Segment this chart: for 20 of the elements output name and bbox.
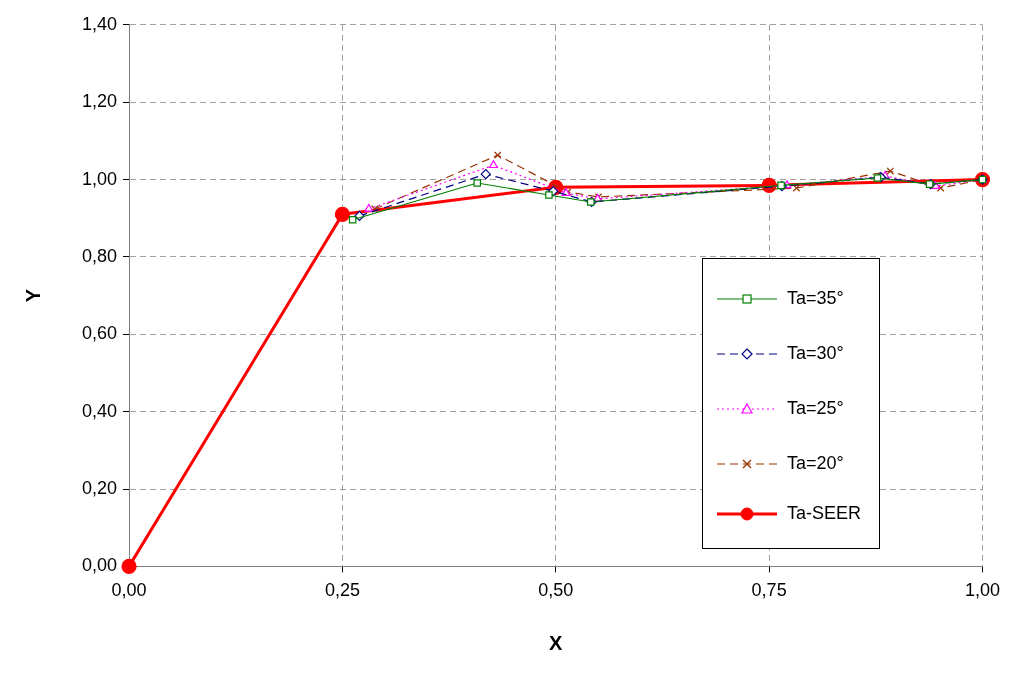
x-tick-label: 0,75: [751, 580, 787, 601]
legend-label: Ta=30°: [786, 343, 844, 364]
y-tick-label: 0,60: [81, 323, 118, 344]
y-tick-label: 0,00: [81, 555, 118, 576]
y-axis-title: Y: [21, 288, 44, 303]
x-tick-label: 0,50: [538, 580, 574, 601]
x-tick-label: 0,00: [111, 580, 147, 601]
legend-label: Ta-SEER: [786, 503, 861, 524]
x-tick-label: 1,00: [964, 580, 1001, 601]
y-tick-label: 1,00: [81, 168, 118, 189]
y-tick-label: 0,80: [81, 245, 118, 266]
y-tick-label: 1,40: [81, 13, 118, 34]
y-tick-label: 1,20: [81, 91, 118, 112]
y-tick-label: 0,20: [81, 478, 118, 498]
legend-label: Ta=25°: [786, 398, 844, 419]
legend-label: Ta=20°: [786, 453, 844, 474]
x-tick-label: 0,25: [324, 580, 360, 601]
legend-label: Ta=35°: [786, 288, 844, 309]
y-tick-label: 0,40: [81, 400, 118, 421]
x-axis-title: X: [549, 631, 564, 654]
